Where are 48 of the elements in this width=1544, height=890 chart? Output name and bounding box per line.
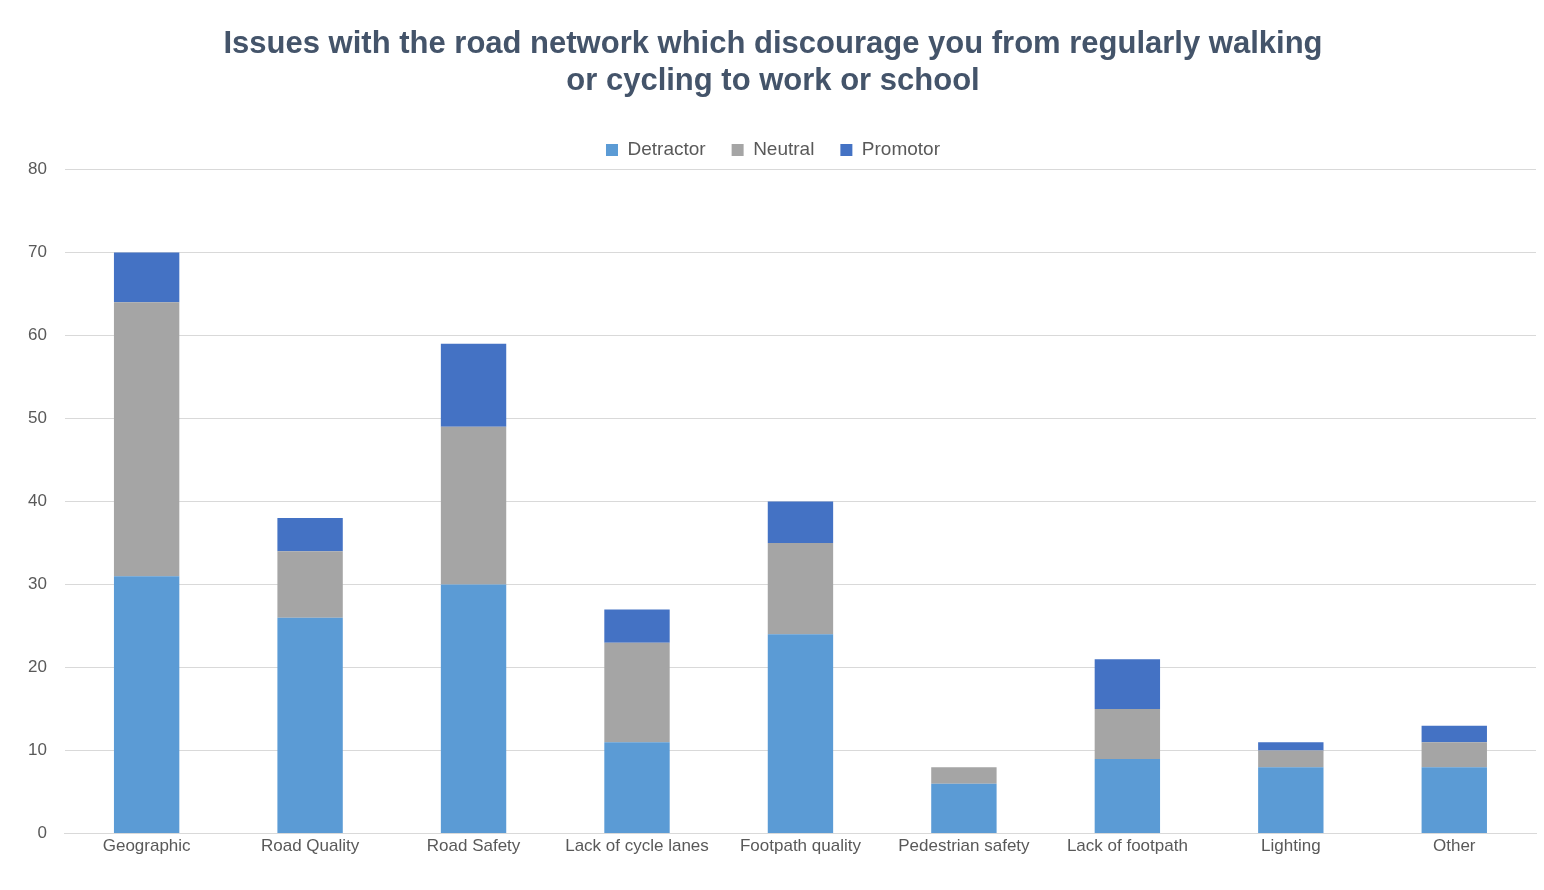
bar	[1094, 659, 1161, 710]
legend-label: Promotor	[861, 138, 941, 160]
y-tick-label: 60	[27, 325, 47, 345]
x-tick-label: Road Quality	[260, 836, 360, 856]
bar	[767, 501, 834, 544]
x-tick-label: Road Safety	[426, 836, 521, 856]
bar	[1258, 742, 1324, 751]
bar	[113, 252, 180, 303]
bar	[1421, 725, 1487, 743]
bar	[604, 742, 670, 834]
x-tick-label: Lack of footpath	[1066, 836, 1188, 856]
legend-label: Detractor	[627, 138, 707, 160]
bar	[1258, 767, 1324, 834]
bar	[113, 576, 180, 834]
x-tick-label: Footpath quality	[739, 836, 862, 856]
bar	[931, 767, 997, 784]
y-tick-label: 70	[27, 242, 47, 262]
x-tick-label: Other	[1433, 836, 1476, 856]
bar	[440, 584, 507, 834]
bar	[277, 551, 343, 618]
bar	[1258, 750, 1324, 768]
bar	[604, 642, 670, 743]
y-tick-label: 80	[27, 159, 47, 179]
x-tick-label: Geographic	[102, 836, 192, 856]
y-tick-label: 30	[27, 574, 47, 594]
x-tick-label: Lighting	[1261, 836, 1321, 856]
y-tick-label: 40	[27, 491, 47, 511]
bar	[277, 518, 343, 552]
chart-title: Issues with the road network which discourage you from regularly walking or cycling to work or school	[223, 25, 1323, 98]
bar	[767, 543, 834, 635]
bar	[1094, 709, 1161, 759]
bar	[767, 634, 834, 834]
bar	[277, 617, 343, 834]
bar	[1421, 767, 1487, 834]
bar	[931, 783, 997, 834]
y-tick-label: 20	[27, 657, 47, 677]
bar	[1094, 758, 1161, 834]
x-tick-label: Lack of cycle lanes	[565, 836, 709, 856]
bar	[1421, 742, 1487, 768]
y-tick-label: 50	[27, 408, 47, 428]
y-tick-label: 10	[27, 740, 47, 760]
legend-label: Neutral	[753, 138, 815, 160]
bar	[440, 426, 507, 585]
bar	[113, 302, 180, 577]
x-tick-label: Pedestrian safety	[898, 836, 1031, 856]
y-tick-label: 0	[37, 823, 47, 843]
bar	[440, 343, 507, 427]
bar	[604, 609, 670, 643]
